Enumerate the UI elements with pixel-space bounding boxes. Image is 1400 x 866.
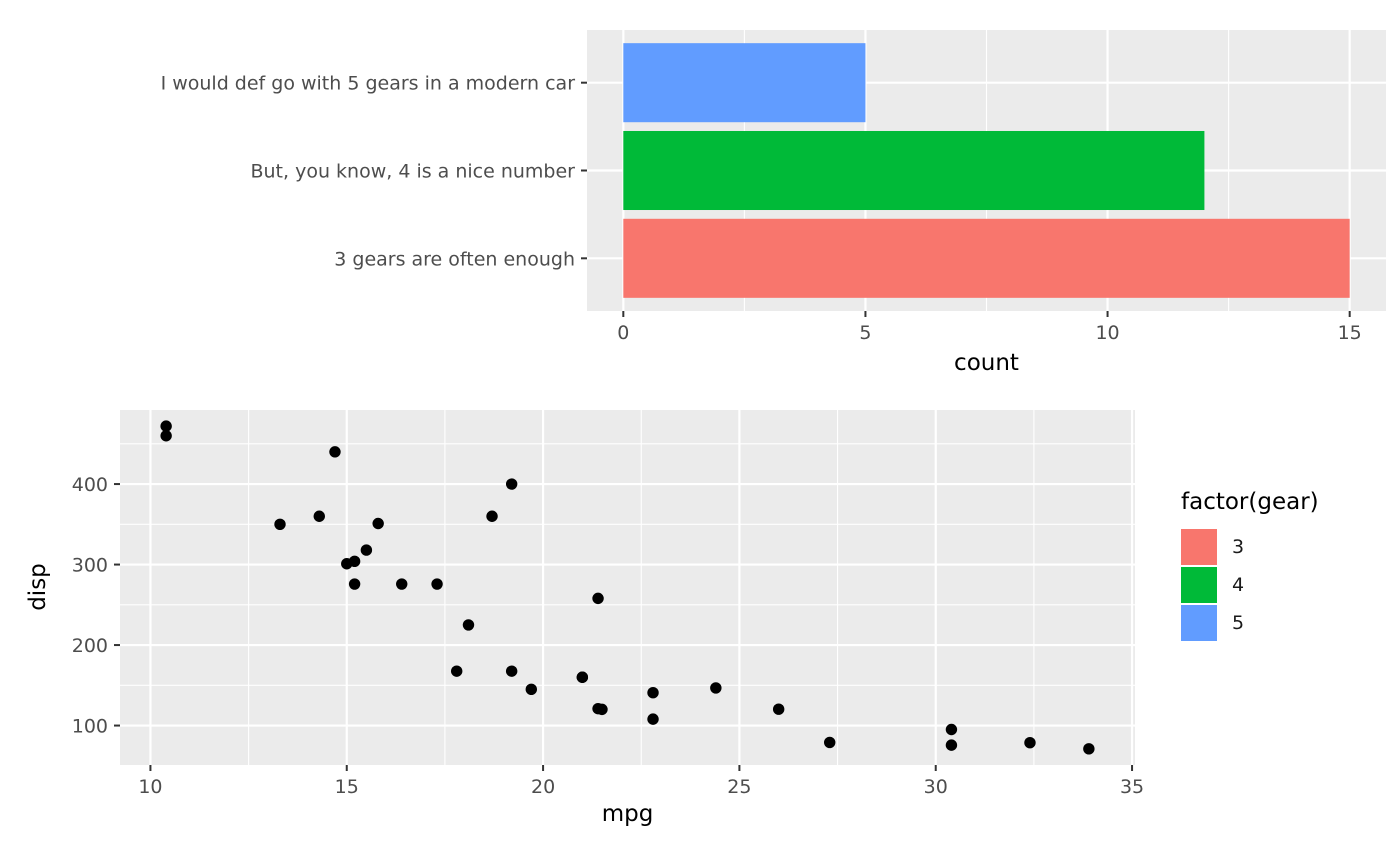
scatter-point	[329, 446, 341, 458]
scatter-point	[160, 420, 172, 432]
scatter-point	[505, 478, 518, 490]
scatter-point	[372, 517, 384, 530]
scatter-point	[462, 619, 475, 631]
scatter-point	[274, 518, 286, 531]
scatter-panel	[120, 410, 1135, 765]
scatter-point	[576, 671, 589, 683]
y-tick-label: 400	[72, 474, 108, 496]
scatter-point	[450, 665, 463, 677]
y-tick-label: 200	[72, 635, 108, 657]
scatter-point	[945, 739, 958, 751]
scatter-point	[945, 723, 958, 736]
scatter-point	[313, 510, 325, 522]
scatter-point	[647, 713, 659, 725]
legend: factor(gear) 3 4 5	[1181, 489, 1400, 643]
scatter-point	[647, 687, 659, 699]
legend-keys: 3 4 5	[1181, 529, 1400, 641]
y-tick-label: 100	[72, 716, 108, 738]
scatter-point	[592, 702, 604, 715]
x-tick-label: 0	[617, 322, 629, 344]
legend-key: 3	[1181, 529, 1400, 565]
legend-swatch	[1181, 567, 1217, 603]
x-tick-label: 20	[531, 776, 555, 798]
x-tick-label: 15	[335, 776, 359, 798]
scatter-point	[396, 578, 408, 590]
legend-label: 5	[1232, 612, 1245, 634]
legend-label: 4	[1232, 574, 1245, 596]
scatter-point	[525, 683, 538, 696]
scatter-point	[505, 665, 518, 677]
scatter-point	[341, 558, 353, 570]
bar-category-label: But, you know, 4 is a nice number	[250, 161, 575, 183]
scatter-point	[1083, 743, 1095, 755]
scatter-point	[592, 592, 604, 605]
x-tick-label: 10	[138, 776, 162, 798]
scatter-x-axis-title: mpg	[601, 801, 654, 827]
scatter-y-axis-title: disp	[25, 563, 51, 611]
x-tick-label: 5	[859, 322, 871, 344]
legend-key: 5	[1181, 605, 1400, 641]
scatter-point	[431, 578, 443, 590]
scatter-chart: 10 15 20 25 30 35 100 200 300 400	[72, 410, 1144, 798]
bar-chart: I would def go with 5 gears in a modern …	[161, 30, 1386, 344]
bar-category-label: I would def go with 5 gears in a modern …	[161, 73, 576, 95]
y-tick-label: 300	[72, 555, 108, 577]
legend-title: factor(gear)	[1181, 489, 1319, 515]
bar	[623, 130, 1205, 211]
bar	[623, 43, 866, 123]
bar-category-label: 3 gears are often enough	[334, 248, 575, 270]
x-tick-label: 10	[1095, 322, 1119, 344]
legend-swatch	[1181, 605, 1217, 641]
x-tick-label: 30	[924, 776, 948, 798]
bar	[623, 218, 1350, 298]
bar-x-axis-title: count	[954, 350, 1019, 376]
scatter-point	[348, 578, 361, 590]
scatter-point	[486, 510, 498, 522]
legend-key: 4	[1181, 567, 1400, 603]
scatter-point	[710, 682, 722, 694]
scatter-point	[160, 430, 172, 442]
x-tick-label: 15	[1338, 322, 1362, 344]
scatter-point	[772, 703, 785, 715]
scatter-point	[824, 736, 836, 749]
x-tick-label: 35	[1120, 776, 1144, 798]
legend-label: 3	[1232, 536, 1245, 558]
scatter-point	[360, 544, 373, 556]
x-tick-label: 25	[727, 776, 751, 798]
scatter-point	[1024, 737, 1036, 749]
legend-swatch	[1181, 529, 1217, 565]
